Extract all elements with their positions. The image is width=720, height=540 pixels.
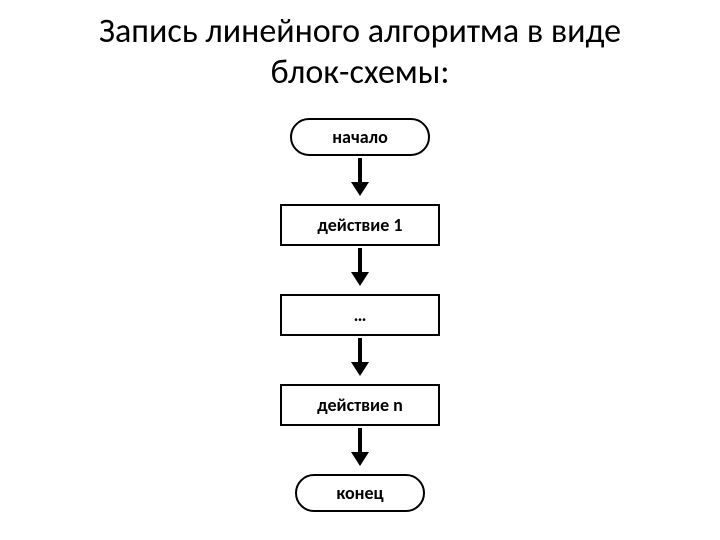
node-label: действие 1: [317, 214, 402, 236]
arrow-down-icon: [351, 248, 369, 286]
arrow-down-icon: [351, 338, 369, 376]
node-label: …: [354, 304, 367, 326]
flowchart-node-actn: действие n: [280, 384, 440, 426]
node-label: действие n: [317, 394, 403, 416]
arrow-down-icon: [351, 158, 369, 196]
page-title: Запись линейного алгоритма в виде блок-с…: [0, 0, 720, 94]
flowchart-node-act1: действие 1: [280, 204, 440, 246]
title-line-1: Запись линейного алгоритма в виде: [0, 12, 720, 53]
flowchart-node-start: начало: [290, 118, 430, 156]
flowchart-node-end: конец: [295, 474, 425, 512]
arrow-down-icon: [351, 428, 369, 466]
node-label: начало: [332, 126, 388, 148]
flowchart-container: начало действие 1 … действие n конец: [280, 118, 440, 512]
title-line-2: блок-схемы:: [0, 53, 720, 94]
node-label: конец: [336, 482, 383, 504]
flowchart-node-dots: …: [280, 294, 440, 336]
